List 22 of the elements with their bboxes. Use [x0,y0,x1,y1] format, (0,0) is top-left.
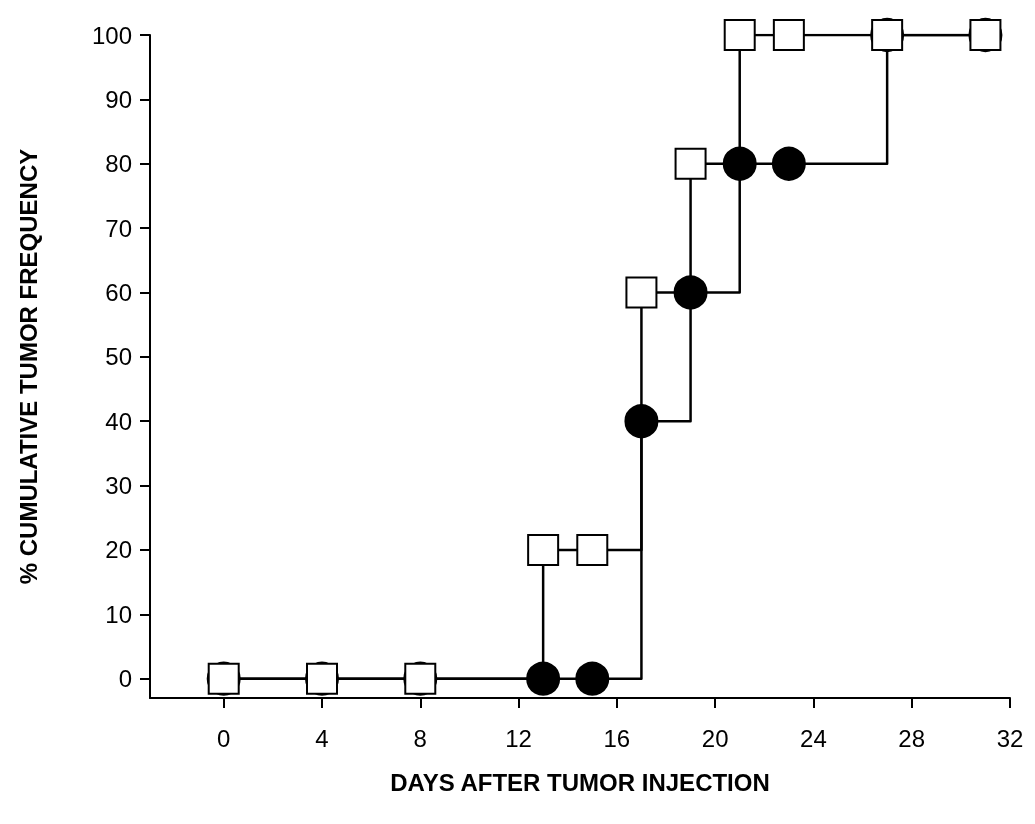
y-tick-label: 20 [105,536,132,564]
y-axis-title: % CUMULATIVE TUMOR FREQUENCY [14,148,42,585]
y-tick-label: 90 [105,85,132,113]
x-tick-label: 32 [996,724,1024,752]
y-tick-label: 60 [105,278,132,306]
x-tick-label: 28 [898,724,926,752]
y-tick-label: 80 [105,150,132,178]
x-tick-label: 16 [603,724,631,752]
x-tick-label: 12 [505,724,532,752]
x-tick-label: 24 [800,724,827,752]
y-tick-label: 10 [105,600,132,628]
y-tick-label: 70 [105,214,132,242]
x-tick-label: 8 [413,724,427,752]
x-tick-label: 4 [315,724,329,752]
x-tick-label: 20 [701,724,729,752]
y-tick-label: 50 [105,343,132,371]
y-tick-label: 30 [105,472,132,500]
x-axis-title: DAYS AFTER TUMOR INJECTION [390,768,770,796]
x-tick-label: 0 [217,724,231,752]
y-tick-label: 0 [118,665,132,693]
y-tick-label: 40 [105,407,132,435]
y-tick-label: 100 [91,21,132,49]
